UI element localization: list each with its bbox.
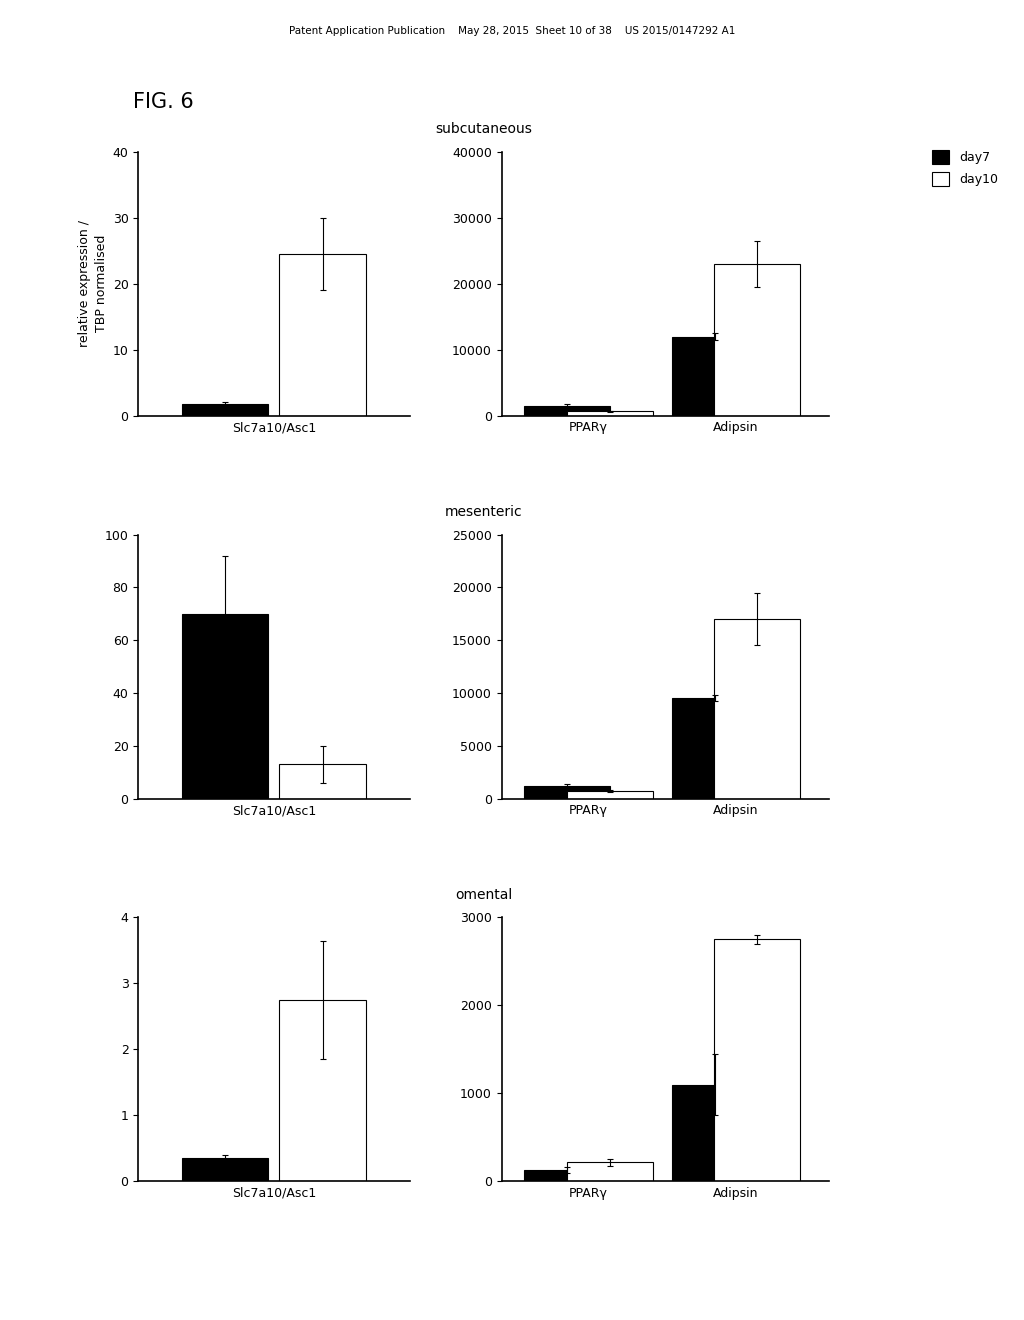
Bar <box>524 407 610 416</box>
Text: FIG. 6: FIG. 6 <box>133 92 194 112</box>
Bar <box>567 1162 653 1181</box>
Bar <box>672 698 758 799</box>
Bar <box>567 791 653 799</box>
Bar <box>280 764 367 799</box>
Text: subcutaneous: subcutaneous <box>435 121 532 136</box>
Bar <box>181 404 268 416</box>
Bar <box>672 337 758 416</box>
Bar <box>280 1001 367 1181</box>
Bar <box>524 785 610 799</box>
Legend: day7, day10: day7, day10 <box>927 145 1004 191</box>
Text: Patent Application Publication    May 28, 2015  Sheet 10 of 38    US 2015/014729: Patent Application Publication May 28, 2… <box>289 26 735 37</box>
Bar <box>181 614 268 799</box>
Bar <box>524 1170 610 1181</box>
Bar <box>715 619 801 799</box>
Y-axis label: relative expression /
TBP normalised: relative expression / TBP normalised <box>79 220 109 347</box>
Text: omental: omental <box>456 887 512 902</box>
Bar <box>672 1085 758 1181</box>
Bar <box>567 412 653 416</box>
Bar <box>181 1159 268 1181</box>
Bar <box>280 253 367 416</box>
Bar <box>715 264 801 416</box>
Bar <box>715 940 801 1181</box>
Text: mesenteric: mesenteric <box>445 504 522 519</box>
